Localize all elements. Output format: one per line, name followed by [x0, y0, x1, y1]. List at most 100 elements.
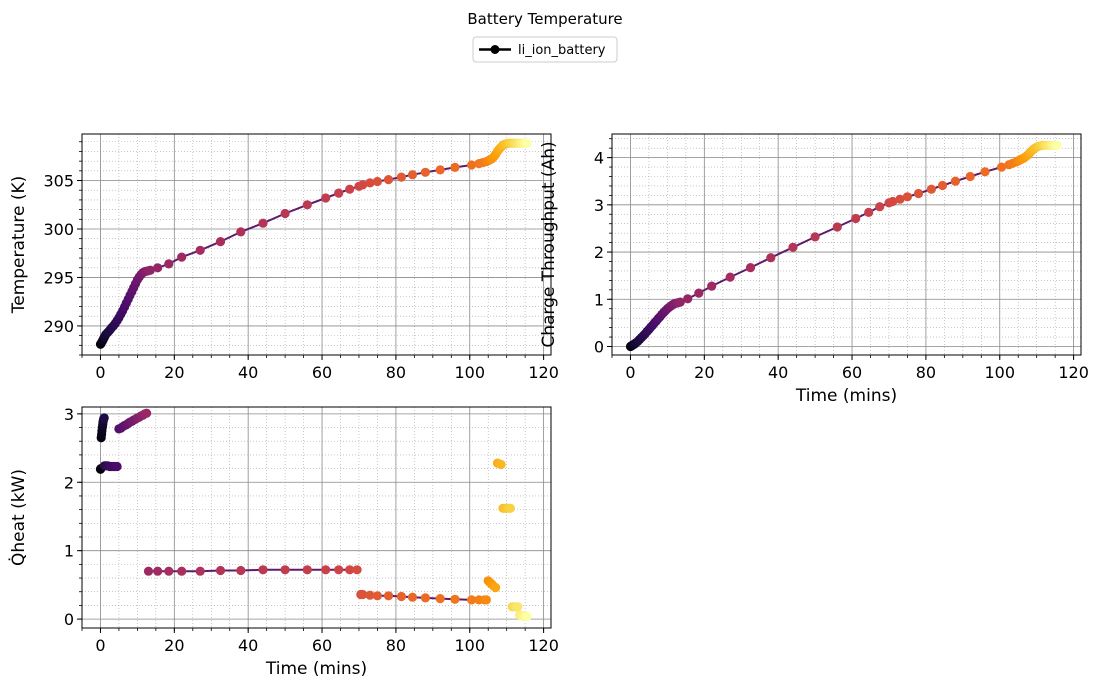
x-axis-label: Time (mins) [795, 386, 897, 406]
data-point [522, 611, 532, 622]
data-point [236, 227, 246, 237]
data-point [365, 178, 375, 188]
axes-charge: 0 20 40 60 80 100 120 0 1 2 3 4 Time (mins) Charge Th… [539, 133, 1089, 406]
axes-heat: 0 20 40 60 80 100 120 0 1 2 3 Time (mins) Q̇heat (kW… [8, 405, 559, 679]
data-point [788, 242, 798, 252]
y-tick-label: 1 [594, 290, 604, 309]
data-point [435, 594, 445, 604]
series-line [629, 144, 1057, 348]
data-point [965, 171, 975, 182]
data-point [420, 167, 430, 177]
data-point [407, 170, 418, 180]
x-tick-label: 60 [842, 363, 862, 382]
data-point [926, 184, 937, 194]
data-point [725, 272, 735, 282]
x-tick-label: 0 [625, 363, 635, 382]
data-point [766, 253, 776, 263]
data-point [407, 592, 418, 602]
data-point [358, 589, 368, 600]
legend-frame [472, 36, 618, 63]
data-point [435, 165, 445, 175]
y-tick-label: 0 [594, 338, 604, 357]
x-tick-label: 40 [238, 363, 258, 382]
data-point [345, 565, 355, 575]
y-tick-label: 295 [43, 268, 74, 287]
data-point [895, 194, 905, 204]
data-point [195, 566, 205, 576]
y-axis-label: Temperature (K) [9, 176, 29, 315]
data-point [195, 245, 205, 255]
x-axis-label: Time (mins) [265, 659, 367, 679]
data-point [321, 193, 331, 203]
x-tick-label: 100 [454, 636, 485, 655]
data-point [352, 565, 362, 575]
data-point [481, 595, 491, 605]
data-point [164, 566, 174, 576]
x-tick-label: 60 [312, 363, 332, 382]
plot-frame [81, 133, 552, 356]
data-point [950, 176, 961, 186]
data-point [164, 259, 174, 269]
figure-title: Battery Temperature [467, 10, 622, 28]
data-point [258, 218, 268, 228]
y-tick-label: 1 [64, 542, 74, 561]
data-point [902, 192, 913, 202]
y-tick-label: 3 [64, 405, 74, 424]
data-point [875, 202, 885, 212]
data-point [496, 459, 506, 470]
data-point [142, 408, 152, 418]
data-point [505, 503, 515, 513]
x-tick-label: 40 [238, 636, 258, 655]
x-tick-label: 120 [528, 636, 559, 655]
y-tick-label: 300 [43, 220, 74, 239]
data-point [450, 594, 460, 604]
data-point [177, 252, 187, 262]
x-tick-label: 0 [95, 363, 105, 382]
data-point [980, 167, 990, 177]
plot-frame [81, 406, 552, 629]
x-tick-label: 20 [694, 363, 714, 382]
data-point [153, 566, 163, 576]
data-point [334, 188, 344, 198]
axes-temperature: 0 20 40 60 80 100 120 290 295 300 305 Temperature (… [9, 133, 559, 382]
data-point [372, 176, 382, 187]
data-point [997, 162, 1007, 172]
data-point [153, 263, 163, 273]
data-point [112, 461, 122, 472]
data-point [745, 263, 756, 273]
data-point [372, 591, 382, 601]
data-point [145, 265, 155, 275]
data-point [522, 138, 532, 148]
x-tick-label: 100 [984, 363, 1015, 382]
x-tick-label: 120 [1058, 363, 1089, 382]
x-tick-label: 80 [386, 636, 406, 655]
y-tick-label: 305 [43, 172, 74, 191]
data-point [707, 281, 717, 291]
data-point [888, 196, 898, 207]
x-tick-label: 0 [95, 636, 105, 655]
data-point [396, 591, 406, 602]
y-tick-label: 0 [64, 610, 74, 629]
data-point [937, 180, 948, 191]
x-tick-label: 80 [916, 363, 936, 382]
y-tick-label: 2 [594, 243, 604, 262]
y-tick-label: 4 [594, 149, 604, 168]
series-line [99, 142, 527, 345]
legend: li_ion_battery [472, 36, 618, 63]
data-point [258, 565, 268, 575]
x-tick-label: 40 [768, 363, 788, 382]
data-point [694, 288, 704, 298]
data-point [236, 565, 246, 576]
data-point [280, 565, 290, 575]
data-point [810, 232, 820, 242]
data-point [365, 590, 375, 600]
data-point [358, 180, 368, 190]
x-tick-label: 100 [454, 363, 485, 382]
y-axis-label: Q̇heat (kW) [8, 469, 29, 566]
data-point [177, 566, 187, 576]
data-point [383, 591, 394, 601]
data-point [280, 208, 290, 219]
data-point [491, 583, 501, 593]
